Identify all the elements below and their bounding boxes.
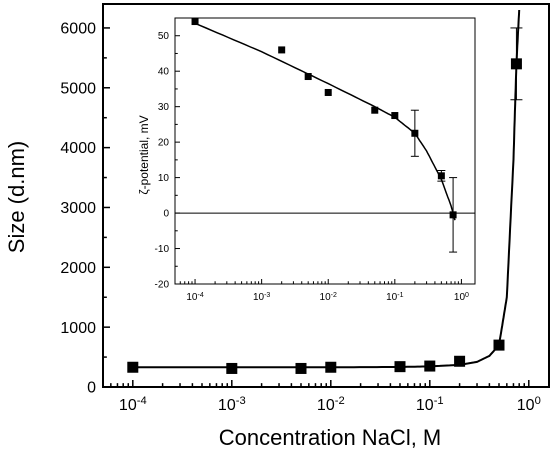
main-y-axis-title: Size (d.nm) [4, 141, 29, 253]
main-y-tick-label: 0 [87, 380, 96, 397]
inset-data-point [191, 18, 199, 26]
inset-data-point [371, 106, 379, 114]
inset-y-tick-label: -10 [155, 244, 170, 255]
main-data-point [454, 355, 466, 367]
inset-fit-curve [194, 22, 456, 221]
main-y-tick-label: 1000 [60, 320, 96, 337]
inset-x-tick-label: 10-3 [253, 292, 270, 304]
inset-y-axis-title: ζ-potential, mV [137, 115, 151, 194]
inset-y-tick-label: 30 [158, 102, 170, 113]
inset-data-point [437, 172, 445, 180]
inset-data-point [449, 211, 457, 219]
inset-x-tick-label: 10-4 [186, 292, 203, 304]
main-x-tick-label: 10-1 [416, 395, 444, 414]
inset-data-point [391, 112, 399, 120]
inset-y-tick-label: 40 [158, 67, 170, 78]
main-data-point [424, 360, 436, 372]
main-y-tick-label: 3000 [60, 200, 96, 217]
inset-data-point [411, 129, 419, 137]
main-x-tick-label: 10-4 [119, 395, 147, 414]
main-data-point [493, 339, 505, 351]
inset-x-tick-label: 10-1 [386, 292, 403, 304]
main-y-tick-label: 2000 [60, 260, 96, 277]
inset-data-point [278, 46, 286, 54]
main-data-point [127, 361, 139, 373]
inset-x-tick-label: 100 [454, 292, 469, 304]
main-data-point [325, 361, 337, 373]
inset-y-tick-label: 50 [158, 31, 170, 42]
inset-y-tick-label: 20 [158, 138, 170, 149]
inset-y-tick-label: -20 [155, 280, 170, 291]
main-data-point [394, 361, 406, 373]
main-y-tick-label: 5000 [60, 80, 96, 97]
inset-data-point [304, 73, 312, 81]
inset-x-tick-label: 10-2 [320, 292, 337, 304]
inset-y-tick-label: 10 [158, 173, 170, 184]
inset-data-point [324, 88, 332, 96]
main-x-tick-label: 10-2 [317, 395, 345, 414]
main-data-point [226, 362, 238, 374]
main-y-tick-label: 6000 [60, 21, 96, 38]
main-x-tick-label: 10-3 [218, 395, 246, 414]
main-data-point [295, 362, 307, 374]
main-data-point [510, 58, 522, 70]
main-x-tick-label: 100 [517, 395, 541, 414]
inset-plot: -20 -10 0 10 20 30 40 50 10-4 10-3 10-2 10-1 100 [155, 17, 476, 304]
inset-frame [174, 17, 476, 285]
main-x-axis-title: Concentration NaCl, M [219, 425, 442, 450]
main-y-tick-label: 4000 [60, 140, 96, 157]
inset-y-tick-label: 0 [163, 209, 169, 220]
